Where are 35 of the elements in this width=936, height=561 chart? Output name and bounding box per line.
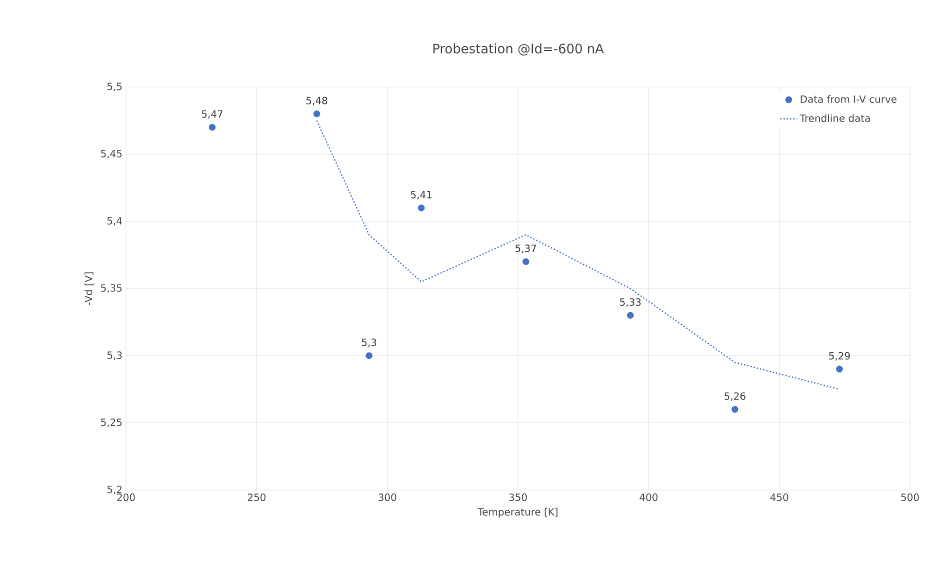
data-label: 5,41 xyxy=(410,190,432,200)
chart-title: Probestation @Id=-600 nA xyxy=(433,43,604,56)
point xyxy=(313,110,320,118)
x-tick-label: 300 xyxy=(378,494,396,502)
x-tick-label: 450 xyxy=(770,494,788,502)
point xyxy=(522,258,530,266)
y-axis-title: -Vd [V] xyxy=(84,272,94,305)
point xyxy=(208,124,216,131)
point xyxy=(418,204,425,212)
y-tick-label: 5,4 xyxy=(107,217,122,226)
data-label: 5,26 xyxy=(724,392,746,401)
data-label: 5,29 xyxy=(829,352,850,361)
legend-label: Data from I-V curve xyxy=(800,95,896,103)
y-tick-label: 5,3 xyxy=(107,351,122,360)
data-label: 5,47 xyxy=(202,110,222,119)
x-tick-label: 200 xyxy=(117,494,135,502)
data-label: 5,3 xyxy=(362,338,376,348)
data-label: 5,48 xyxy=(306,96,328,106)
y-tick-label: 5,45 xyxy=(101,150,122,158)
x-axis-title: Temperature [K] xyxy=(478,508,558,518)
y-tick-label: 5,2 xyxy=(107,486,122,494)
x-tick-label: 250 xyxy=(248,494,266,502)
point xyxy=(836,366,843,372)
data-label: 5,37 xyxy=(516,244,536,254)
y-tick-label: 5,25 xyxy=(101,418,122,428)
x-tick-label: 500 xyxy=(901,494,919,502)
y-tick-label: 5,35 xyxy=(101,284,122,293)
point xyxy=(626,312,634,319)
data-label: 5,33 xyxy=(620,298,641,307)
legend-label: Trendline data xyxy=(800,114,870,122)
x-tick-label: 400 xyxy=(640,494,658,502)
y-tick-label: 5,5 xyxy=(107,82,122,92)
point xyxy=(366,352,372,360)
point xyxy=(732,406,738,413)
x-tick-label: 350 xyxy=(509,494,527,502)
